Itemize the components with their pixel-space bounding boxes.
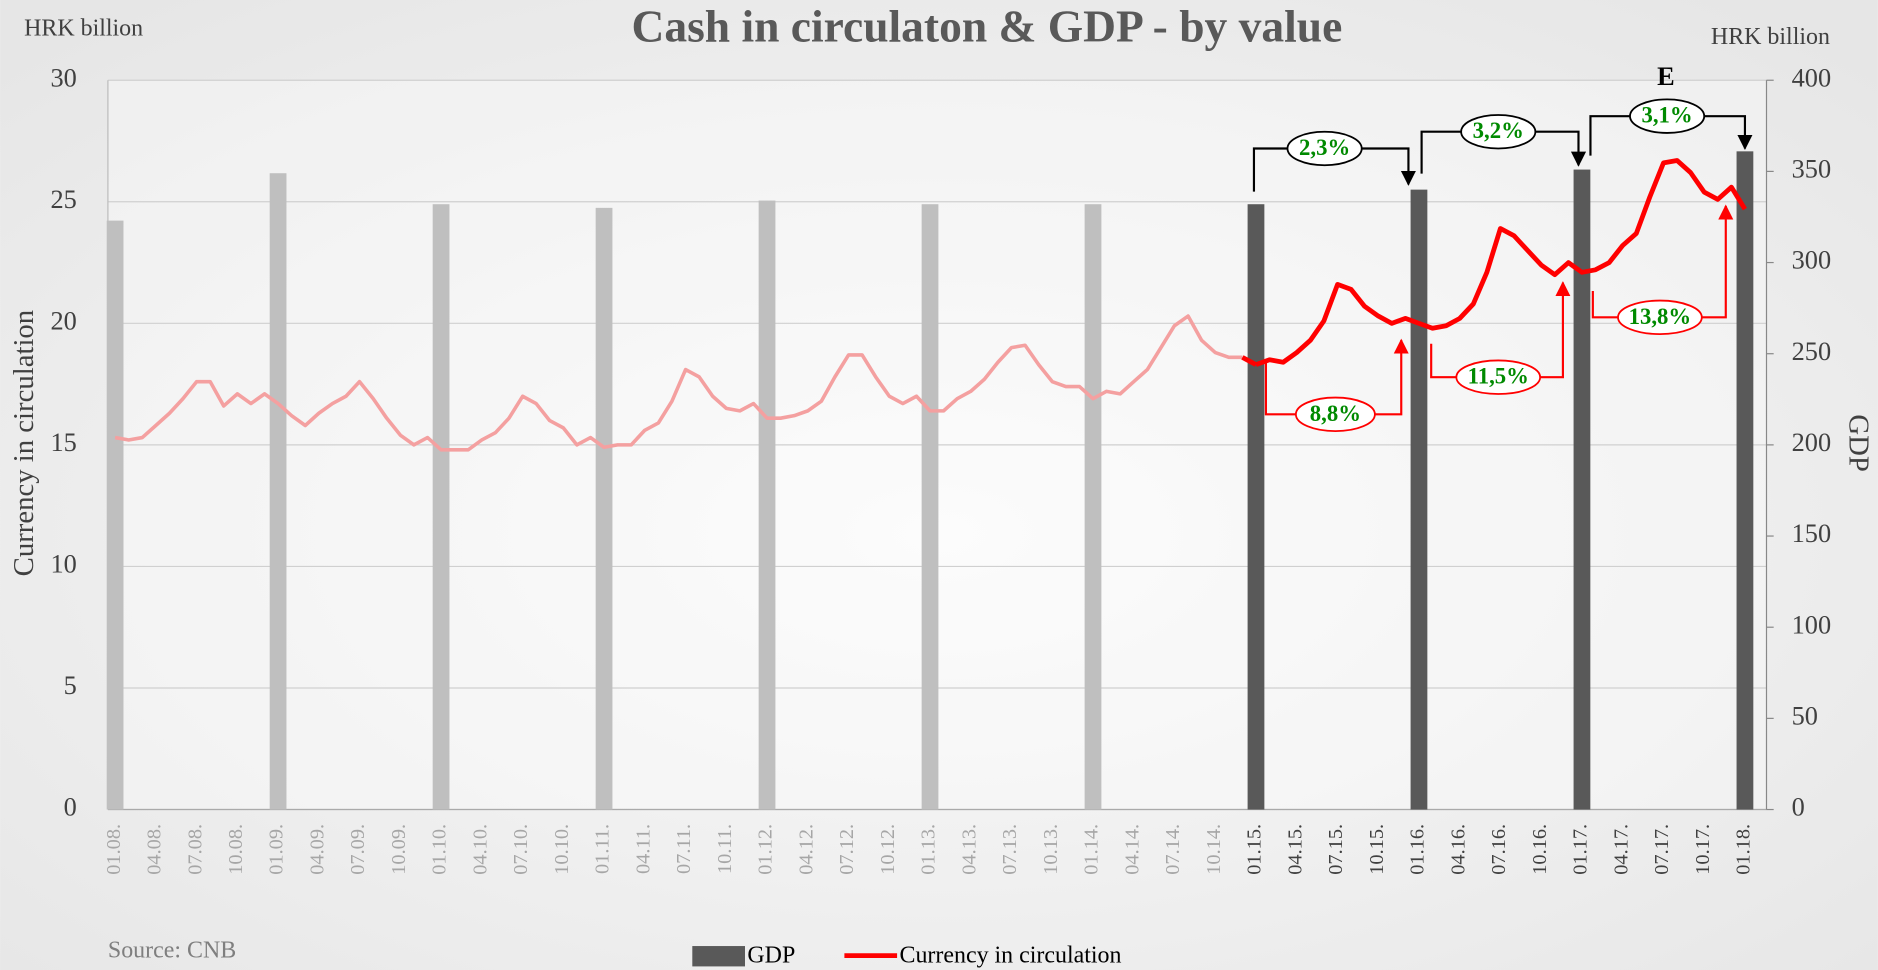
x-tick-label: 10.17.	[1692, 824, 1714, 875]
y2-axis-title: GDP	[1843, 414, 1875, 471]
y2-unit: HRK billion	[1711, 24, 1830, 50]
y-tick-label: 0	[64, 793, 77, 822]
source: Source: CNB	[108, 938, 236, 964]
annotation-label: 8,8%	[1310, 401, 1361, 426]
bar	[922, 204, 939, 809]
y-tick-label: 10	[50, 549, 76, 578]
bar	[107, 221, 124, 810]
x-tick-label: 10.09.	[388, 824, 410, 875]
x-tick-label: 07.17.	[1651, 824, 1673, 875]
y2-tick-label: 150	[1792, 519, 1832, 548]
annotation-label: 3,2%	[1473, 118, 1524, 143]
bar	[1411, 190, 1428, 810]
bar	[1248, 204, 1265, 809]
x-tick-label: 01.16.	[1407, 824, 1429, 875]
x-tick-label: 04.08.	[144, 824, 166, 875]
x-tick-label: 07.11.	[673, 824, 695, 874]
y-tick-label: 5	[64, 671, 77, 700]
x-tick-label: 07.12.	[836, 824, 858, 875]
x-tick-label: 07.09.	[347, 824, 369, 875]
y2-tick-label: 100	[1792, 610, 1832, 639]
y2-tick-label: 0	[1792, 793, 1805, 822]
bar	[1737, 151, 1754, 809]
legend-label: Currency in circulation	[899, 942, 1121, 968]
x-tick-label: 04.10.	[469, 824, 491, 875]
bar	[759, 201, 776, 810]
annotation-label: 3,1%	[1642, 103, 1693, 128]
x-tick-label: 04.17.	[1610, 824, 1632, 875]
x-tick-label: 10.11.	[714, 824, 736, 874]
x-tick-label: 10.15.	[1366, 824, 1388, 875]
x-tick-label: 01.10.	[429, 824, 451, 875]
y-axis-title: Currency in circulation	[8, 310, 40, 577]
legend-label: GDP	[747, 942, 795, 968]
y-unit: HRK billion	[24, 15, 143, 41]
x-tick-label: 07.10.	[510, 824, 532, 875]
x-tick-label: 04.16.	[1447, 824, 1469, 875]
x-tick-label: 04.09.	[307, 824, 329, 875]
annotation-label: E	[1657, 62, 1675, 91]
chart-title: Cash in circulaton & GDP - by value	[632, 1, 1343, 52]
x-tick-label: 04.12.	[795, 824, 817, 875]
y2-tick-label: 400	[1792, 63, 1832, 92]
x-tick-label: 04.15.	[1284, 824, 1306, 875]
page: Cash in circulaton & GDP - by value HRK …	[0, 0, 1878, 970]
x-tick-label: 07.13.	[999, 824, 1021, 875]
x-tick-label: 10.16.	[1529, 824, 1551, 875]
x-tick-label: 10.08.	[225, 824, 247, 875]
x-tick-label: 01.18.	[1733, 824, 1755, 875]
x-tick-label: 07.14.	[1162, 824, 1184, 875]
bar	[596, 208, 613, 810]
x-tick-label: 01.09.	[266, 824, 288, 875]
x-tick-label: 01.17.	[1570, 824, 1592, 875]
y2-tick-label: 200	[1792, 428, 1832, 457]
y-tick-label: 15	[50, 428, 76, 457]
x-tick-label: 07.08.	[184, 824, 206, 875]
bar	[1085, 204, 1102, 809]
x-tick-label: 01.08.	[103, 824, 125, 875]
x-tick-label: 10.13.	[1040, 824, 1062, 875]
x-tick-label: 10.12.	[877, 824, 899, 875]
legend-swatch	[692, 946, 745, 966]
annotation-label: 2,3%	[1299, 135, 1350, 160]
x-tick-label: 01.14.	[1081, 824, 1103, 875]
annotation-label: 13,8%	[1629, 304, 1692, 329]
y2-tick-label: 300	[1792, 246, 1832, 275]
y2-tick-label: 350	[1792, 154, 1832, 183]
y-tick-label: 20	[50, 306, 76, 335]
x-tick-label: 01.13.	[918, 824, 940, 875]
x-tick-label: 04.13.	[958, 824, 980, 875]
bar	[270, 173, 287, 809]
y-tick-label: 25	[50, 185, 76, 214]
annotation-label: 11,5%	[1468, 364, 1529, 389]
y-tick-label: 30	[50, 63, 76, 92]
bar	[433, 204, 450, 809]
chart: Cash in circulaton & GDP - by value HRK …	[0, 0, 1878, 970]
x-tick-label: 01.15.	[1244, 824, 1266, 875]
x-tick-label: 10.14.	[1203, 824, 1225, 875]
y2-tick-label: 50	[1792, 701, 1818, 730]
y2-tick-label: 250	[1792, 337, 1832, 366]
x-tick-label: 07.15.	[1325, 824, 1347, 875]
x-tick-label: 01.11.	[592, 824, 614, 874]
x-tick-label: 10.10.	[551, 824, 573, 875]
x-tick-label: 07.16.	[1488, 824, 1510, 875]
x-tick-label: 04.11.	[632, 824, 654, 874]
x-tick-label: 04.14.	[1121, 824, 1143, 875]
x-tick-label: 01.12.	[755, 824, 777, 875]
